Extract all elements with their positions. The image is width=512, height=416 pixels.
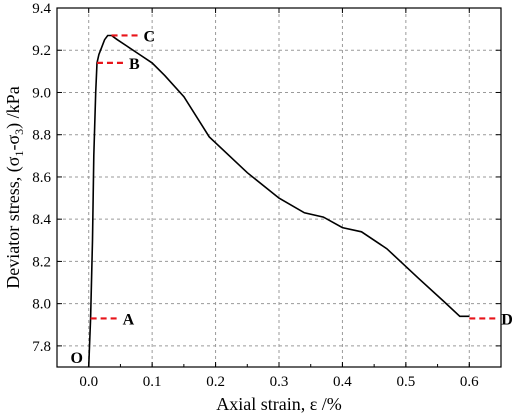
x-tick-label: 0.1 bbox=[143, 374, 162, 390]
y-tick-label: 8.0 bbox=[32, 297, 51, 313]
y-axis-title-main: Deviator stress, (σ bbox=[3, 156, 24, 288]
x-axis-title: Axial strain, ε /% bbox=[216, 394, 342, 414]
x-tick-label: 0.3 bbox=[270, 374, 289, 390]
x-tick-label: 0.6 bbox=[460, 374, 479, 390]
point-label-C: C bbox=[144, 28, 156, 45]
y-tick-label: 8.2 bbox=[32, 254, 51, 270]
x-tick-label: 0.0 bbox=[79, 374, 98, 390]
y-tick-label: 8.8 bbox=[32, 128, 51, 144]
y-tick-label: 9.2 bbox=[32, 43, 51, 59]
x-tick-label: 0.2 bbox=[206, 374, 225, 390]
y-axis-title-mid: -σ bbox=[3, 135, 23, 151]
y-tick-label: 8.4 bbox=[32, 212, 51, 228]
y-tick-label: 9.0 bbox=[32, 85, 51, 101]
stress-strain-curve bbox=[87, 34, 470, 368]
axis-ticks: 0.0 0.1 0.2 0.3 0.4 0.5 0.6 7.8 8.0 8.2 8.4 8.6 8.8 9… bbox=[32, 1, 502, 390]
y-tick-label: 7.8 bbox=[32, 339, 51, 355]
y-axis-title-sub1: 1 bbox=[12, 151, 26, 157]
y-axis-title-end: ) /kPa bbox=[3, 86, 24, 129]
point-label-A: A bbox=[123, 311, 135, 328]
y-axis-title-sub3: 3 bbox=[12, 129, 26, 135]
y-tick-label: 9.4 bbox=[32, 1, 51, 17]
y-axis-title: Deviator stress, (σ1-σ3) /kPa bbox=[3, 86, 26, 288]
point-label-O: O bbox=[70, 350, 82, 367]
x-tick-label: 0.5 bbox=[396, 374, 415, 390]
y-tick-label: 8.6 bbox=[32, 170, 51, 186]
point-label-D: D bbox=[501, 311, 512, 328]
x-tick-label: 0.4 bbox=[333, 374, 352, 390]
point-markers: O A BC D bbox=[70, 28, 512, 367]
point-label-B: B bbox=[129, 56, 140, 73]
